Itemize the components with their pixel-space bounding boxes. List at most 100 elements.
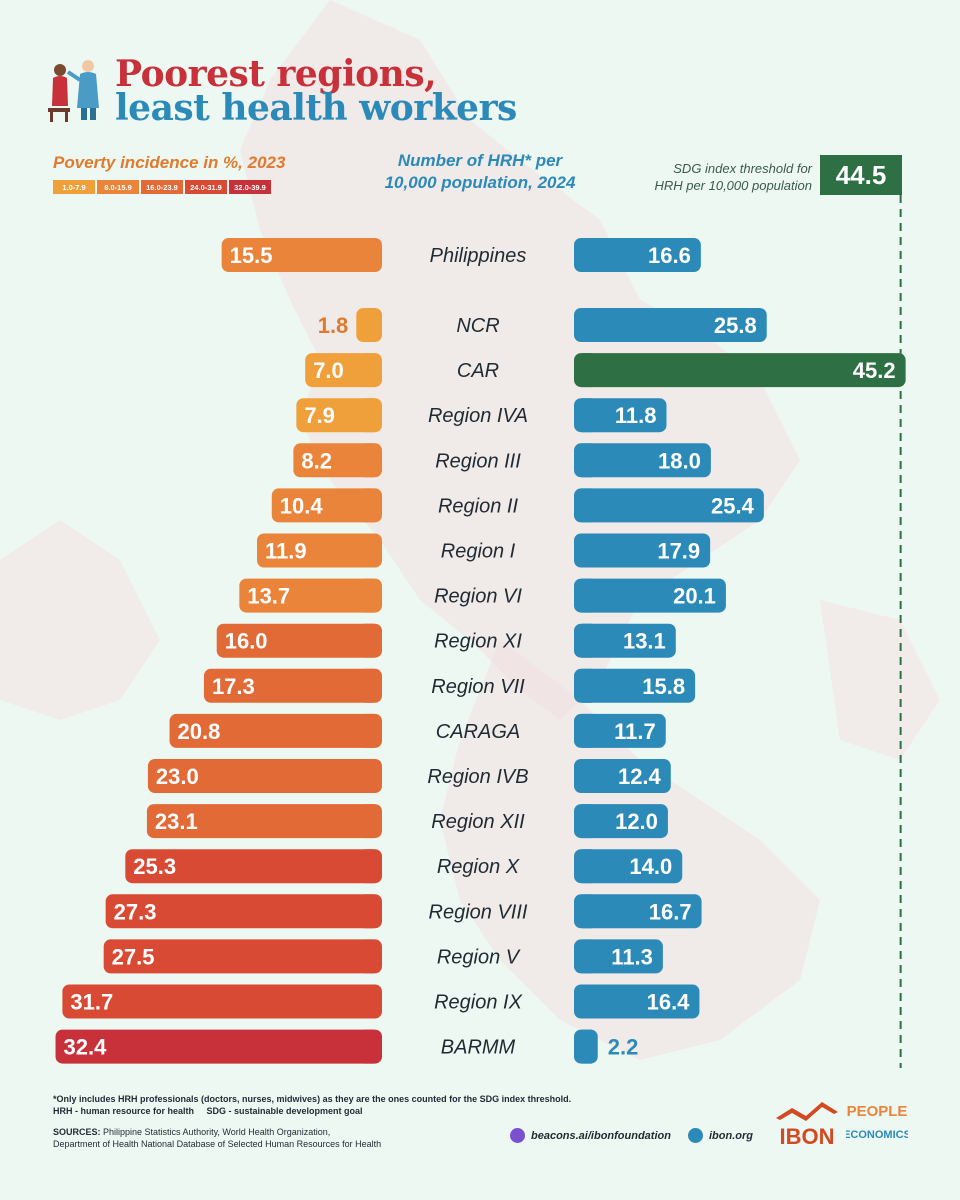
category-label: Region IVA xyxy=(428,405,528,427)
hrh-bar-start xyxy=(582,939,592,974)
poverty-heading: Poverty incidence in %, 2023 xyxy=(53,153,286,172)
hrh-bar xyxy=(574,804,668,839)
poverty-value-label: 27.5 xyxy=(112,944,155,969)
hrh-bar-start xyxy=(582,804,592,839)
poverty-bar xyxy=(271,488,382,523)
poverty-value-label: 7.0 xyxy=(313,358,344,383)
poverty-bar xyxy=(125,849,383,884)
poverty-bar xyxy=(62,984,382,1019)
website-link-text: ibon.org xyxy=(709,1129,753,1142)
category-label: Region IVB xyxy=(427,766,528,788)
poverty-bar xyxy=(221,238,382,272)
hrh-value-label: 45.2 xyxy=(853,358,896,383)
hrh-value-label: 13.1 xyxy=(623,629,666,654)
hrh-bar xyxy=(574,398,667,433)
poverty-bar-end xyxy=(364,398,374,433)
hrh-bar xyxy=(574,578,726,613)
poverty-bar-end xyxy=(364,578,374,613)
website-link[interactable]: ibon.org xyxy=(688,1128,753,1143)
hrh-bar xyxy=(574,939,663,974)
hrh-bar-start xyxy=(582,894,592,929)
beacons-link[interactable]: beacons.ai/ibonfoundation xyxy=(510,1128,671,1143)
hrh-heading-line1: Number of HRH* per xyxy=(397,151,563,170)
hrh-bar xyxy=(574,894,702,929)
people-logo-line2: ECONOMICS xyxy=(846,1129,908,1141)
poverty-value-label: 1.8 xyxy=(318,313,349,338)
poverty-bar xyxy=(239,578,382,613)
beacons-icon xyxy=(510,1128,525,1143)
people-economics-logo: PEOPLE ECONOMICS xyxy=(846,1103,908,1141)
category-label: NCR xyxy=(456,315,499,337)
poverty-bar-end xyxy=(364,533,374,568)
hrh-bar-start xyxy=(582,1029,592,1064)
poverty-bar xyxy=(169,713,382,748)
poverty-bar-end xyxy=(364,804,374,839)
poverty-bar-end xyxy=(364,443,374,478)
hrh-heading: Number of HRH* per 10,000 population, 20… xyxy=(360,150,600,194)
hrh-value-label: 12.0 xyxy=(615,809,658,834)
sources-line2: Department of Health National Database o… xyxy=(53,1139,382,1149)
poverty-value-label: 10.4 xyxy=(280,493,324,518)
poverty-value-label: 15.5 xyxy=(230,243,273,268)
hrh-value-label: 2.2 xyxy=(608,1035,639,1060)
poverty-bar-end xyxy=(364,984,374,1019)
hrh-bar-start xyxy=(582,488,592,523)
hrh-bar-start xyxy=(582,849,592,884)
ibon-logo-text: IBON xyxy=(780,1124,835,1148)
people-logo-line1: PEOPLE xyxy=(847,1103,908,1120)
chart-title-line1: Poorest regions, xyxy=(115,53,437,95)
category-label: Region VII xyxy=(431,676,525,698)
poverty-bar xyxy=(257,533,382,568)
poverty-bar xyxy=(293,443,382,478)
hrh-bar xyxy=(574,488,764,523)
hrh-value-label: 25.4 xyxy=(711,493,755,518)
hrh-value-label: 11.7 xyxy=(614,719,656,744)
hrh-bar-start xyxy=(582,984,592,1019)
hrh-bar xyxy=(574,849,683,884)
poverty-bar xyxy=(296,398,382,433)
hrh-bar-start xyxy=(582,353,592,388)
category-label: Region IX xyxy=(434,992,522,1014)
globe-icon xyxy=(688,1128,703,1143)
footnote-line1: *Only includes HRH professionals (doctor… xyxy=(53,1094,572,1104)
poverty-value-label: 11.9 xyxy=(265,539,307,564)
poverty-value-label: 31.7 xyxy=(70,990,113,1015)
hrh-value-label: 15.8 xyxy=(642,674,685,699)
hrh-bar xyxy=(574,443,711,478)
poverty-bar xyxy=(103,939,383,974)
hrh-bar-start xyxy=(582,533,592,568)
category-label: Philippines xyxy=(430,245,527,267)
category-label: Region VIII xyxy=(429,901,528,923)
sdg-label-line1: SDG index threshold for xyxy=(673,161,812,176)
category-label: Region III xyxy=(435,450,521,472)
poverty-value-label: 23.1 xyxy=(155,809,198,834)
legend-chip: 16.0-23.9 xyxy=(141,180,183,194)
hrh-bar-start xyxy=(582,578,592,613)
poverty-bar xyxy=(55,1029,383,1064)
hrh-bar-start xyxy=(582,443,592,478)
beacons-link-text: beacons.ai/ibonfoundation xyxy=(531,1129,671,1142)
category-label: Region X xyxy=(437,856,520,878)
hrh-bar-start xyxy=(582,668,592,703)
hrh-value-label: 11.3 xyxy=(611,944,653,969)
legend-chip: 8.0-15.9 xyxy=(97,180,139,194)
sdg-threshold-value: 44.5 xyxy=(820,155,902,195)
hrh-bar-start xyxy=(582,623,592,658)
hrh-value-label: 14.0 xyxy=(629,854,672,879)
chart-title-line2: least health workers xyxy=(115,87,517,129)
footnote: *Only includes HRH professionals (doctor… xyxy=(53,1093,571,1117)
poverty-bar xyxy=(105,894,383,929)
hrh-value-label: 18.0 xyxy=(658,448,701,473)
ibon-logo: IBON xyxy=(776,1102,838,1148)
sources: SOURCES: Philippine Statistics Authority… xyxy=(53,1126,381,1150)
hrh-value-label: 16.6 xyxy=(648,243,691,268)
hrh-value-label: 17.9 xyxy=(657,539,700,564)
poverty-bar-end xyxy=(364,488,374,523)
legend-chip: 1.0-7.9 xyxy=(53,180,95,194)
healthworker-illustration xyxy=(48,60,99,122)
poverty-value-label: 13.7 xyxy=(247,584,290,609)
category-label: Region I xyxy=(441,541,516,563)
hrh-value-label: 11.8 xyxy=(615,403,657,428)
poverty-bar xyxy=(305,353,382,388)
